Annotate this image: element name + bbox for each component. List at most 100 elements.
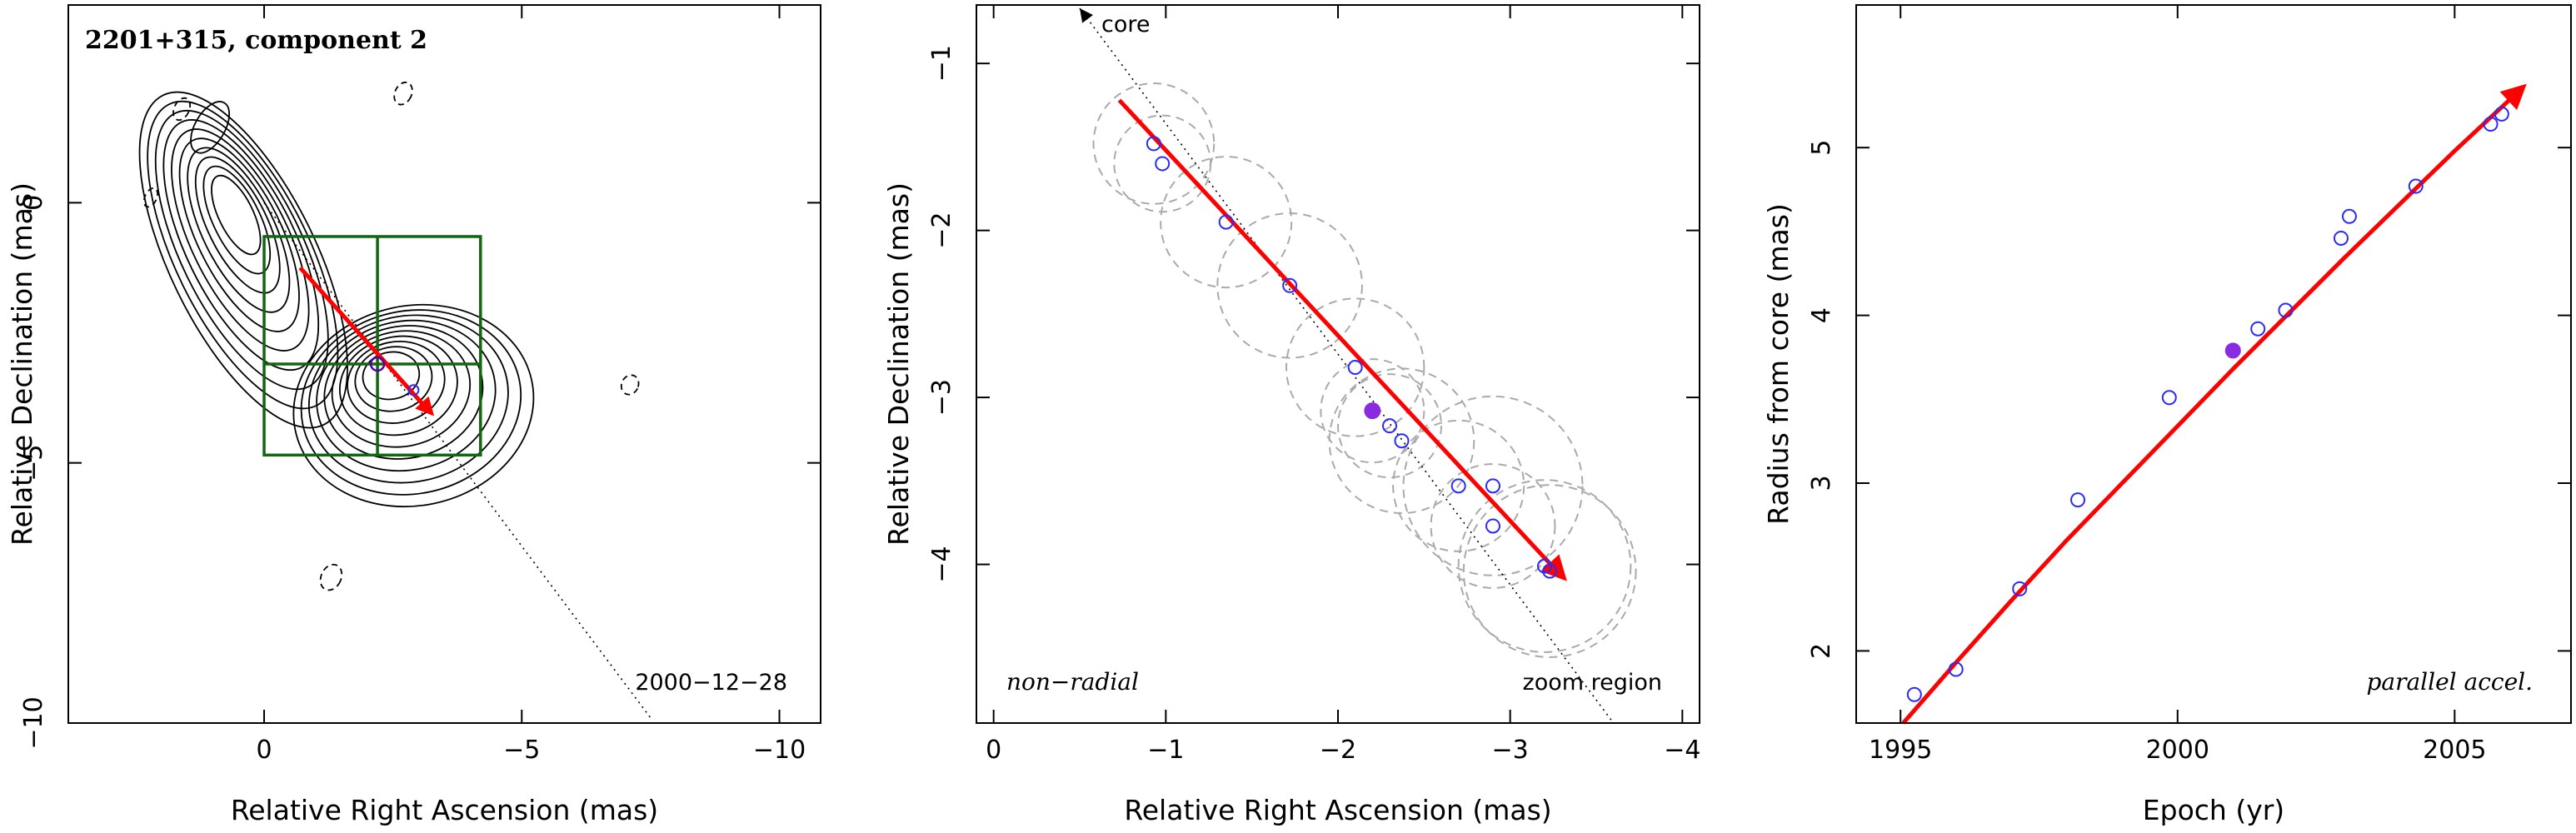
x-tick-label: −10 [753, 736, 806, 765]
contour-component [347, 340, 446, 424]
contour-component [331, 330, 472, 448]
x-tick-label: 0 [986, 736, 1001, 765]
plot-frame [67, 4, 821, 724]
y-tick-label: −1 [927, 45, 956, 82]
contour-negative [172, 97, 192, 122]
contour-negative [620, 374, 640, 396]
contour-core [154, 109, 329, 391]
contour-component [292, 303, 535, 508]
data-point [2494, 106, 2509, 122]
contour-core [187, 147, 291, 313]
contour-core [194, 156, 281, 294]
x-tick-label: −1 [1147, 736, 1184, 765]
x-tick-label: 1995 [1869, 736, 1932, 765]
core-arrowhead [1080, 8, 1093, 23]
data-point [2341, 208, 2357, 224]
zoom-box [262, 235, 482, 457]
x-tick-label: 0 [256, 736, 272, 765]
y-tick-label: 5 [1807, 140, 1836, 156]
y-tick-label: 3 [1807, 475, 1836, 491]
plot-frame [1855, 4, 2572, 724]
contour-core [162, 119, 320, 372]
contour-map-panel: 0 −5 −10 0 −5 −10 2201+315, component 2 2000−… [6, 4, 821, 826]
y-tick-label: −10 [19, 696, 48, 749]
x-axis-label: Relative Right Ascension (mas) [231, 794, 658, 826]
data-point [1394, 433, 1410, 449]
zoom-region-annotation: zoom region [1523, 670, 1662, 696]
epoch-annotation: 2000−12−28 [635, 670, 787, 696]
component-marker [369, 356, 386, 372]
data-point [2070, 492, 2086, 508]
fit-track [298, 266, 429, 412]
position-uncertainty-circle [1430, 463, 1556, 589]
data-point [1948, 661, 1964, 677]
zoom-region-axes: 0 −1 −2 −3 −4 −1 −2 −3 −4 [927, 4, 1700, 765]
contour-core [171, 128, 310, 352]
data-point [1347, 360, 1363, 376]
parallel-accel-annotation: parallel accel. [2366, 668, 2533, 696]
data-point [2278, 302, 2294, 318]
data-point [2161, 390, 2177, 406]
position-uncertainty-circle [1328, 367, 1475, 515]
data-point [1537, 558, 1552, 574]
plot-frame [976, 4, 1700, 724]
position-uncertainty-circle [1392, 419, 1525, 552]
y-tick-label: −3 [927, 379, 956, 416]
y-tick-label: −2 [927, 212, 956, 249]
non-radial-annotation: non−radial [1006, 668, 1139, 696]
reference-epoch-point [2224, 342, 2241, 359]
x-tick-label: 2000 [2146, 736, 2209, 765]
y-tick-label: 0 [19, 195, 48, 211]
x-tick-label: 2005 [2423, 736, 2486, 765]
data-point [1485, 478, 1500, 494]
data-point [2483, 116, 2499, 132]
data-point [2333, 230, 2349, 246]
y-axis-label: Radius from core (mas) [1762, 203, 1795, 525]
position-uncertainty-circle [1402, 395, 1584, 576]
contour-negative [393, 81, 413, 106]
x-axis-label: Relative Right Ascension (mas) [1124, 794, 1551, 826]
data-point [1282, 277, 1298, 293]
fit-arrowhead [2499, 83, 2527, 111]
x-tick-label: −3 [1492, 736, 1529, 765]
contour-positive [190, 101, 231, 154]
position-uncertainty-circle [1457, 479, 1632, 653]
radius-epoch-plot [1901, 83, 2527, 725]
data-point [1382, 418, 1397, 434]
position-uncertainty-circle [1462, 484, 1637, 658]
contour-negative [142, 187, 158, 208]
contour-negative [319, 563, 343, 591]
contour-component [354, 346, 433, 412]
reference-epoch-point [1364, 402, 1381, 420]
x-tick-label: −4 [1664, 736, 1700, 765]
position-uncertainty-circle [1286, 297, 1425, 437]
fit-curve [1901, 93, 2516, 725]
contour-core [211, 174, 262, 256]
data-point [1218, 214, 1234, 230]
x-tick-label: −2 [1320, 736, 1356, 765]
data-point [2408, 178, 2424, 194]
fit-arrowhead [1540, 554, 1567, 581]
position-uncertainty-circle [1216, 212, 1363, 359]
core-direction-label: core [1101, 12, 1150, 37]
core-direction-line [263, 202, 651, 719]
contour-core [138, 91, 348, 429]
contour-core [202, 165, 272, 275]
fit-track [1117, 98, 1557, 571]
contour-map [138, 81, 640, 591]
y-tick-label: −4 [927, 546, 956, 582]
contour-component [338, 335, 458, 436]
position-uncertainty-circle [1160, 156, 1293, 289]
y-tick-label: 2 [1807, 643, 1836, 659]
position-uncertainty-circle [1320, 358, 1425, 464]
data-point [1542, 563, 1558, 579]
y-axis-label: Relative Declination (mas) [6, 182, 38, 546]
data-point [2250, 321, 2266, 337]
contour-overlay [262, 202, 651, 719]
contour-component [307, 314, 509, 484]
data-point [1450, 478, 1466, 494]
zoom-region-panel: 0 −1 −2 −3 −4 −1 −2 −3 −4 non−radial zoom region… [882, 4, 1700, 826]
data-point [1155, 156, 1171, 172]
zoom-region-plot [1079, 7, 1637, 724]
